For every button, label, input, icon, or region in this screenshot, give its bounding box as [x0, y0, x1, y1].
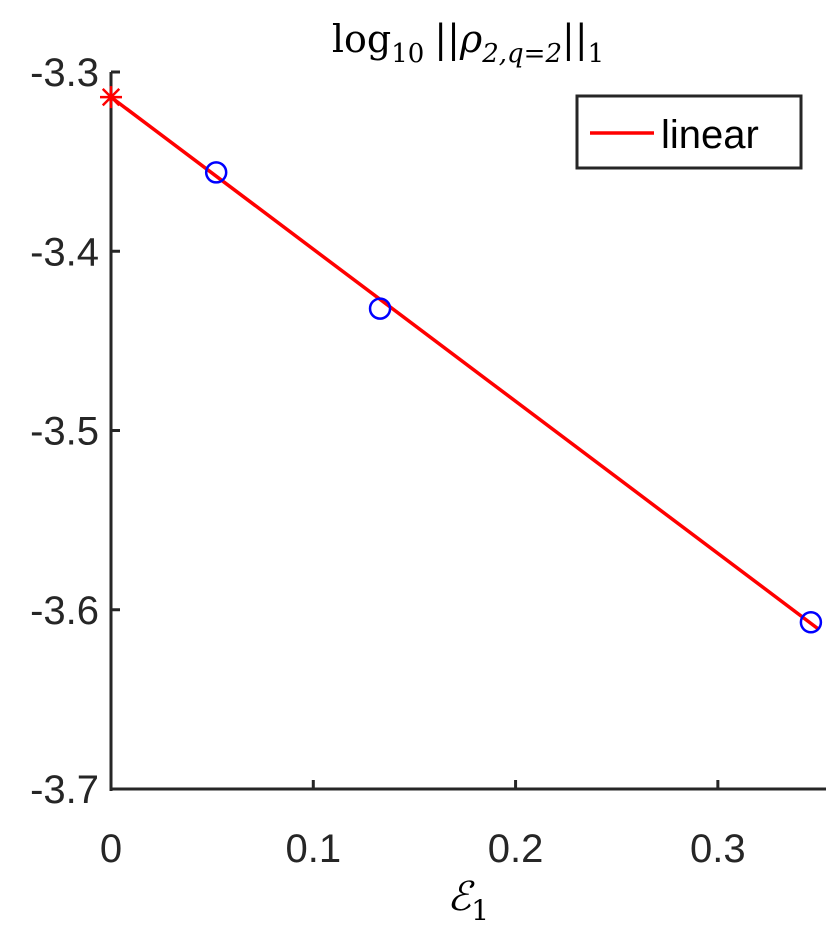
- y-tick-label: -3.5: [30, 410, 99, 454]
- title-log: log: [332, 17, 391, 61]
- x-tick-label: 0: [100, 827, 122, 871]
- x-axis-label: ℰ1: [447, 874, 489, 927]
- y-tick-label: -3.4: [30, 230, 99, 274]
- linear-fit-line: [109, 95, 821, 631]
- x-tick-label: 0.1: [285, 827, 341, 871]
- y-tick-label: -3.7: [30, 768, 99, 812]
- title-norm: ||ρ: [434, 17, 483, 61]
- legend: linear: [575, 94, 803, 170]
- x-tick-label: 0.3: [690, 827, 746, 871]
- y-tick-label: -3.6: [30, 589, 99, 633]
- x-tick-label: 0.2: [488, 827, 544, 871]
- chart-title: log10 ||ρ2,q=2||1: [332, 17, 604, 69]
- y-tick-label: -3.3: [30, 51, 99, 95]
- title-log-base: 10: [391, 39, 424, 69]
- y-ticks: -3.3 -3.4 -3.5 -3.6 -3.7: [30, 51, 120, 812]
- legend-label: linear: [661, 113, 759, 157]
- data-point-circle: [368, 297, 392, 320]
- x-axis-label-main: ℰ: [447, 874, 475, 920]
- data-point-asterisk: [100, 86, 122, 109]
- title-rho-subscript: 2,q=2: [481, 39, 562, 69]
- x-ticks: 0 0.1 0.2 0.3: [100, 780, 746, 871]
- title-norm-close: ||: [562, 17, 588, 61]
- title-norm-subscript: 1: [588, 39, 605, 69]
- series: [100, 86, 823, 634]
- data-point-circle: [799, 611, 823, 634]
- x-axis-label-sub: 1: [471, 894, 489, 927]
- data-point-circle: [204, 161, 228, 184]
